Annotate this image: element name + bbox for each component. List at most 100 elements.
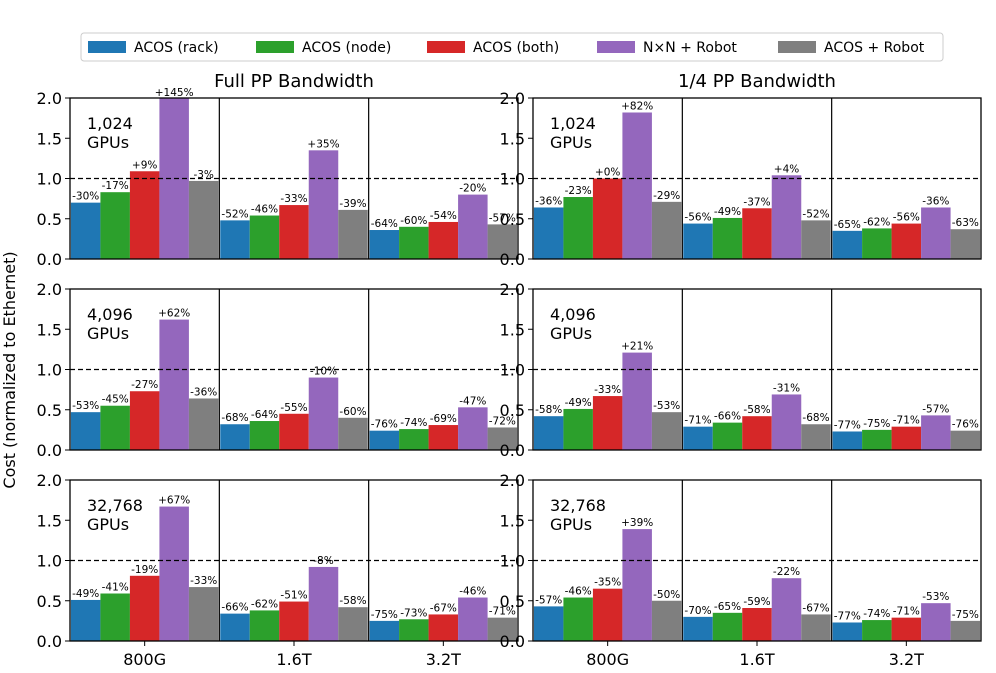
bar-800G-2 — [592, 588, 623, 641]
legend-swatch-4 — [778, 41, 816, 53]
bar-1.6T-2 — [279, 413, 309, 450]
bar-label-2-0: -77% — [834, 610, 861, 622]
bar-label-0-2: -27% — [131, 379, 158, 391]
y-tick-label-1: 0.5 — [37, 210, 62, 229]
bar-3.2T-4 — [950, 620, 981, 641]
bar-label-2-4: -72% — [489, 415, 516, 427]
bar-3.2T-2 — [428, 221, 459, 259]
bar-800G-4 — [188, 587, 219, 641]
x-tick-label-1: 1.6T — [739, 650, 774, 669]
bar-1.6T-0 — [683, 223, 713, 259]
bar-label-2-0: -75% — [371, 609, 398, 621]
bar-label-1-3: -31% — [773, 382, 800, 394]
bar-3.2T-4 — [487, 427, 518, 450]
bar-800G-0 — [70, 412, 101, 450]
bar-label-1-2: -58% — [743, 404, 770, 416]
bar-label-2-2: -71% — [893, 415, 920, 427]
bar-3.2T-1 — [399, 619, 429, 641]
y-tick-label-0: 0.0 — [37, 250, 62, 269]
gpu-count: 32,768 — [87, 496, 143, 515]
legend: ACOS (rack) ACOS (node) ACOS (both) N×N + R… — [80, 32, 944, 62]
bar-1.6T-4 — [801, 424, 831, 450]
bar-label-0-4: -3% — [193, 169, 213, 181]
bar-label-0-2: +9% — [132, 159, 157, 171]
bar-800G-1 — [100, 192, 130, 259]
bar-label-1-1: -49% — [714, 206, 741, 218]
bar-label-0-0: -53% — [72, 400, 99, 412]
bar-800G-3 — [159, 319, 189, 450]
bar-label-2-3: -46% — [459, 586, 486, 598]
y-tick-label-1: 0.5 — [500, 401, 525, 420]
bar-1.6T-4 — [801, 614, 831, 641]
bar-1.6T-1 — [249, 421, 280, 450]
bar-1.6T-0 — [683, 426, 713, 450]
bar-label-1-0: -66% — [221, 602, 248, 614]
bar-label-1-3: +35% — [307, 138, 339, 150]
bar-3.2T-0 — [369, 620, 400, 641]
bar-label-2-0: -65% — [834, 219, 861, 231]
bar-1.6T-2 — [742, 607, 772, 641]
bar-800G-2 — [129, 575, 160, 641]
bar-label-2-2: -54% — [430, 210, 457, 222]
bar-label-0-4: -50% — [653, 589, 680, 601]
bar-1.6T-3 — [308, 150, 339, 259]
bar-label-0-4: -33% — [190, 575, 217, 587]
y-tick-label-2: 1.0 — [37, 552, 62, 571]
bar-label-1-3: -22% — [773, 566, 800, 578]
gpu-count: 4,096 — [550, 305, 596, 324]
x-tick-label-2: 3.2T — [426, 650, 461, 669]
bar-3.2T-4 — [950, 229, 981, 259]
bar-label-0-1: -46% — [565, 586, 592, 598]
bar-label-0-0: -58% — [535, 404, 562, 416]
y-tick-label-0: 0.0 — [500, 250, 525, 269]
bar-label-0-0: -36% — [535, 195, 562, 207]
legend-label-3: N×N + Robot — [643, 40, 737, 56]
bar-800G-4 — [188, 398, 219, 450]
bar-label-1-0: -68% — [221, 412, 248, 424]
bar-800G-4 — [188, 180, 219, 259]
bar-800G-1 — [100, 405, 130, 450]
bar-1.6T-4 — [338, 209, 368, 259]
panel-1-0: -53%-45%-27% +62% -36% -68% -64%-55% -10% -60%… — [37, 280, 519, 460]
bar-label-2-4: -71% — [489, 606, 516, 618]
bar-1.6T-3 — [771, 394, 802, 450]
bar-3.2T-1 — [399, 226, 429, 259]
bar-label-1-4: -68% — [802, 412, 829, 424]
gpu-unit: GPUs — [87, 324, 129, 343]
y-tick-label-2: 1.0 — [500, 552, 525, 571]
bar-label-2-4: -57% — [489, 212, 516, 224]
gpu-unit: GPUs — [550, 133, 592, 152]
bar-800G-4 — [651, 600, 682, 641]
y-tick-label-4: 2.0 — [37, 89, 62, 108]
y-tick-label-2: 1.0 — [37, 361, 62, 380]
bar-label-2-2: -69% — [430, 413, 457, 425]
legend-swatch-2 — [427, 41, 465, 53]
bar-3.2T-0 — [832, 431, 863, 450]
bar-800G-0 — [70, 202, 101, 259]
bar-1.6T-0 — [683, 616, 713, 641]
bar-1.6T-2 — [279, 205, 309, 259]
bar-label-2-4: -63% — [952, 217, 979, 229]
bar-label-2-1: -73% — [400, 607, 427, 619]
column-title-1: 1/4 PP Bandwidth — [678, 71, 836, 92]
legend-swatch-1 — [256, 41, 294, 53]
bar-800G-1 — [563, 408, 593, 450]
legend-label-0: ACOS (rack) — [134, 40, 219, 56]
bar-3.2T-0 — [832, 622, 863, 641]
y-tick-label-0: 0.0 — [500, 632, 525, 651]
y-tick-label-3: 1.5 — [500, 511, 525, 530]
bar-3.2T-0 — [369, 430, 400, 450]
bar-1.6T-2 — [279, 601, 309, 641]
bar-3.2T-4 — [487, 224, 518, 259]
bar-label-0-1: -45% — [102, 394, 129, 406]
bar-800G-0 — [533, 606, 564, 641]
bar-1.6T-1 — [712, 612, 743, 641]
bar-3.2T-4 — [487, 617, 518, 641]
bar-label-2-4: -75% — [952, 609, 979, 621]
bar-3.2T-3 — [921, 603, 951, 641]
bar-label-0-3: +21% — [621, 341, 653, 353]
bar-3.2T-4 — [950, 430, 981, 450]
bar-label-1-4: -67% — [802, 602, 829, 614]
bar-1.6T-0 — [220, 613, 250, 641]
gpu-unit: GPUs — [550, 515, 592, 534]
